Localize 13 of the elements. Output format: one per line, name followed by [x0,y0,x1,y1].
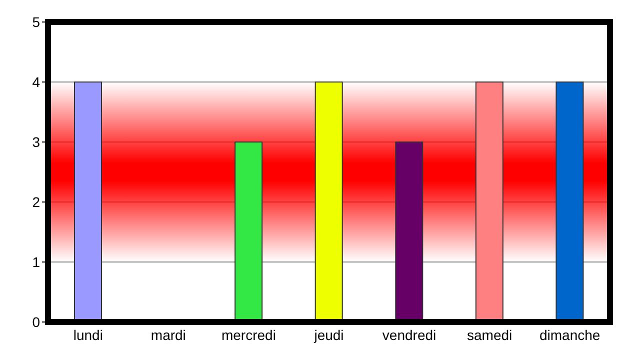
x-tick-label: dimanche [540,326,600,343]
y-tick-label: 5 [32,14,40,30]
x-tick-label: mercredi [221,326,276,343]
y-tick-label: 0 [32,314,40,330]
x-tick-label: vendredi [382,326,436,343]
y-tick-label: 4 [32,74,40,90]
y-tick-label: 2 [32,194,40,210]
y-tick-label: 1 [32,254,40,270]
x-tick-label: jeudi [313,326,344,343]
y-tick-label: 3 [32,134,40,150]
x-tick-label: samedi [467,326,512,343]
x-tick-label: mardi [150,326,186,343]
x-tick-label: lundi [73,326,103,343]
